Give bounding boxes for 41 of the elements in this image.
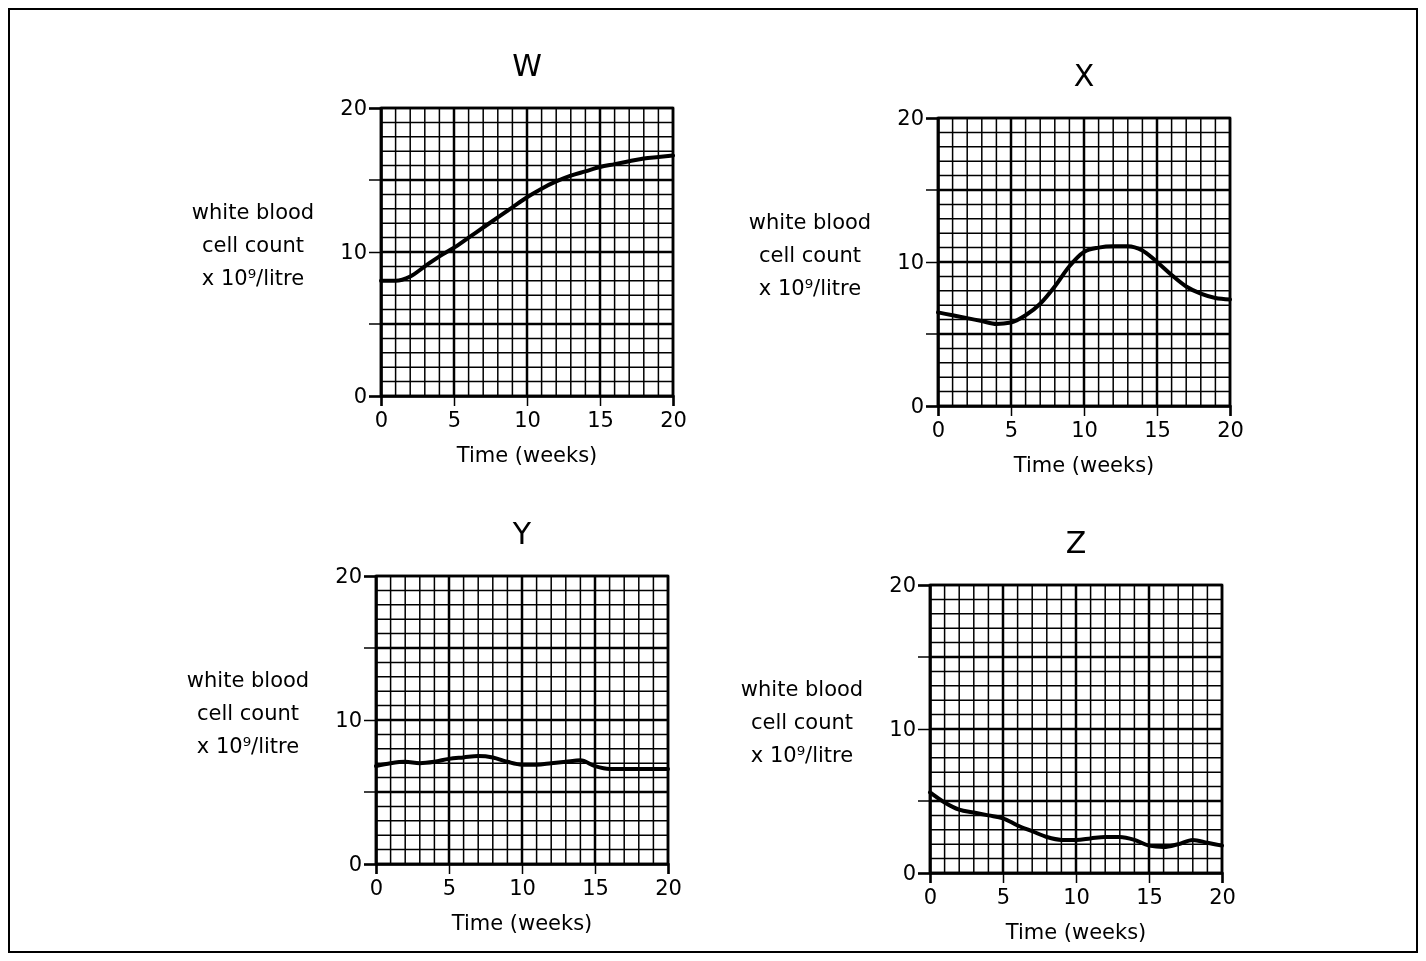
y-tick-label: 10 — [897, 250, 924, 275]
x-tick-label: 5 — [996, 884, 1011, 909]
x-tick-label: 10 — [1063, 884, 1090, 909]
x-axis-title: Time (weeks) — [1012, 453, 1155, 477]
x-tick-label: 20 — [1217, 417, 1244, 442]
x-tick-label: 20 — [660, 407, 687, 432]
y-axis-title: white blood cell count x 10⁹/litre — [748, 210, 872, 300]
x-tick-label: 15 — [1144, 417, 1171, 442]
y-tick-label: 20 — [897, 106, 924, 131]
x-tick-label: 15 — [587, 407, 614, 432]
y-tick-label: 10 — [889, 717, 916, 742]
y-axis-title: white blood cell count x 10⁹/litre — [191, 200, 315, 290]
y-tick-label: 20 — [335, 564, 362, 589]
y-axis-title: white blood cell count x 10⁹/litre — [740, 677, 864, 767]
y-tick-label: 20 — [340, 96, 367, 121]
x-axis-title: Time (weeks) — [450, 911, 593, 935]
y-tick-label: 0 — [353, 384, 367, 409]
x-tick-label: 5 — [447, 407, 462, 432]
x-tick-label: 15 — [1136, 884, 1163, 909]
y-tick-label: 10 — [335, 708, 362, 733]
x-tick-label: 5 — [442, 875, 457, 900]
chart-title: X — [1073, 58, 1095, 93]
x-tick-label: 0 — [931, 417, 946, 442]
x-tick-label: 20 — [1209, 884, 1236, 909]
x-axis-title: Time (weeks) — [455, 443, 598, 467]
x-tick-label: 10 — [514, 407, 541, 432]
chart-title: Z — [1065, 525, 1087, 560]
x-axis-title: Time (weeks) — [1004, 920, 1147, 944]
x-tick-label: 20 — [655, 875, 682, 900]
y-tick-label: 0 — [348, 852, 362, 877]
x-tick-label: 15 — [582, 875, 609, 900]
x-tick-label: 0 — [369, 875, 384, 900]
y-tick-label: 10 — [340, 240, 367, 265]
chart-title: Y — [511, 516, 532, 551]
x-tick-label: 5 — [1004, 417, 1019, 442]
chart-title: W — [512, 48, 542, 83]
y-tick-label: 20 — [889, 573, 916, 598]
x-tick-label: 0 — [374, 407, 389, 432]
x-tick-label: 10 — [1071, 417, 1098, 442]
x-tick-label: 10 — [509, 875, 536, 900]
y-axis-title: white blood cell count x 10⁹/litre — [186, 668, 310, 758]
